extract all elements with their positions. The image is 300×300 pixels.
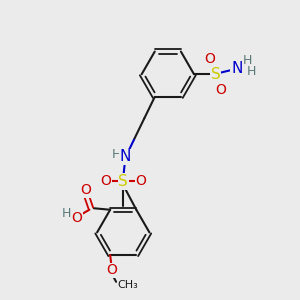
Text: O: O xyxy=(100,174,111,188)
Text: N: N xyxy=(120,149,131,164)
Text: N: N xyxy=(231,61,242,76)
Text: O: O xyxy=(71,211,82,225)
Text: CH₃: CH₃ xyxy=(118,280,138,290)
Text: O: O xyxy=(106,263,117,278)
Text: H: H xyxy=(61,207,71,220)
Text: O: O xyxy=(205,52,215,66)
Text: O: O xyxy=(215,83,226,97)
Text: S: S xyxy=(211,67,220,82)
Text: O: O xyxy=(136,174,146,188)
Text: O: O xyxy=(80,183,91,197)
Text: H: H xyxy=(246,65,256,78)
Text: H: H xyxy=(242,54,252,67)
Text: S: S xyxy=(118,174,128,189)
Text: H: H xyxy=(111,148,121,161)
